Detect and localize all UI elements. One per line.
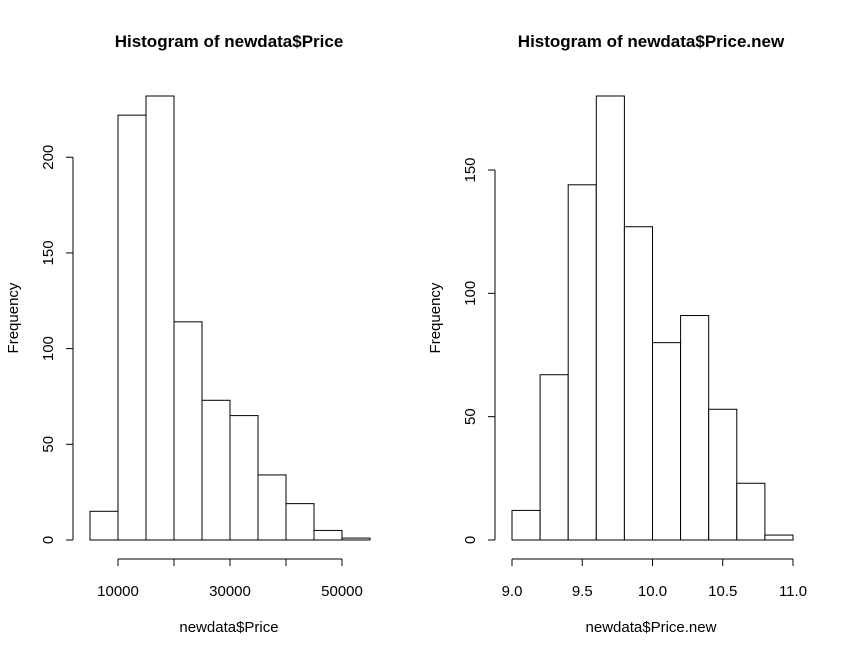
chart-title: Histogram of newdata$Price xyxy=(115,32,344,51)
histogram-bar xyxy=(313,529,343,541)
y-tick-label: 0 xyxy=(462,536,479,544)
y-tick-label: 150 xyxy=(462,157,479,182)
chart-title: Histogram of newdata$Price.new xyxy=(518,32,785,51)
histogram-bar xyxy=(652,342,682,541)
x-axis-label: newdata$Price.new xyxy=(586,619,717,636)
x-tick-label: 30000 xyxy=(209,583,251,600)
x-tick-label: 10000 xyxy=(97,583,139,600)
histogram-bar xyxy=(567,184,597,541)
histogram-bar xyxy=(595,95,625,541)
y-axis-label: Frequency xyxy=(5,282,22,353)
histogram-bar xyxy=(117,114,147,541)
histogram-bar xyxy=(229,415,259,541)
x-tick-label: 10.0 xyxy=(638,583,667,600)
y-tick-label: 200 xyxy=(40,145,57,170)
x-tick-label: 9.5 xyxy=(572,583,593,600)
histogram-bar xyxy=(201,399,231,541)
x-tick-label: 50000 xyxy=(321,583,363,600)
y-axis-label: Frequency xyxy=(427,282,444,353)
x-tick-label: 10.5 xyxy=(708,583,737,600)
histogram-bar xyxy=(285,503,315,541)
price-new-histogram-panel: Histogram of newdata$Price.new 0 50 100 150 9… xyxy=(427,32,807,636)
y-tick-label: 100 xyxy=(462,281,479,306)
y-tick-label: 150 xyxy=(40,240,57,265)
y-tick-label: 0 xyxy=(40,536,57,544)
price-histogram-panel: Histogram of newdata$Price 0 50 100 150 200 10… xyxy=(5,32,371,636)
histogram-bar xyxy=(623,226,654,541)
y-tick-label: 50 xyxy=(40,436,57,453)
x-tick-label: 9.0 xyxy=(502,583,523,600)
histogram-bar xyxy=(708,408,738,541)
histogram-bar xyxy=(539,374,569,541)
histogram-bar xyxy=(257,474,287,541)
histogram-bar xyxy=(145,95,175,541)
histogram-bar xyxy=(341,537,371,541)
x-axis-label: newdata$Price xyxy=(179,619,278,636)
y-tick-label: 50 xyxy=(462,408,479,425)
histogram-bar xyxy=(89,510,119,541)
histogram-bar xyxy=(173,321,203,541)
histogram-bar xyxy=(736,482,766,541)
x-tick-label: 11.0 xyxy=(779,583,807,600)
histogram-bar xyxy=(680,315,710,541)
y-tick-label: 100 xyxy=(40,336,57,361)
histogram-bar xyxy=(511,509,541,541)
histogram-bar xyxy=(764,534,794,541)
